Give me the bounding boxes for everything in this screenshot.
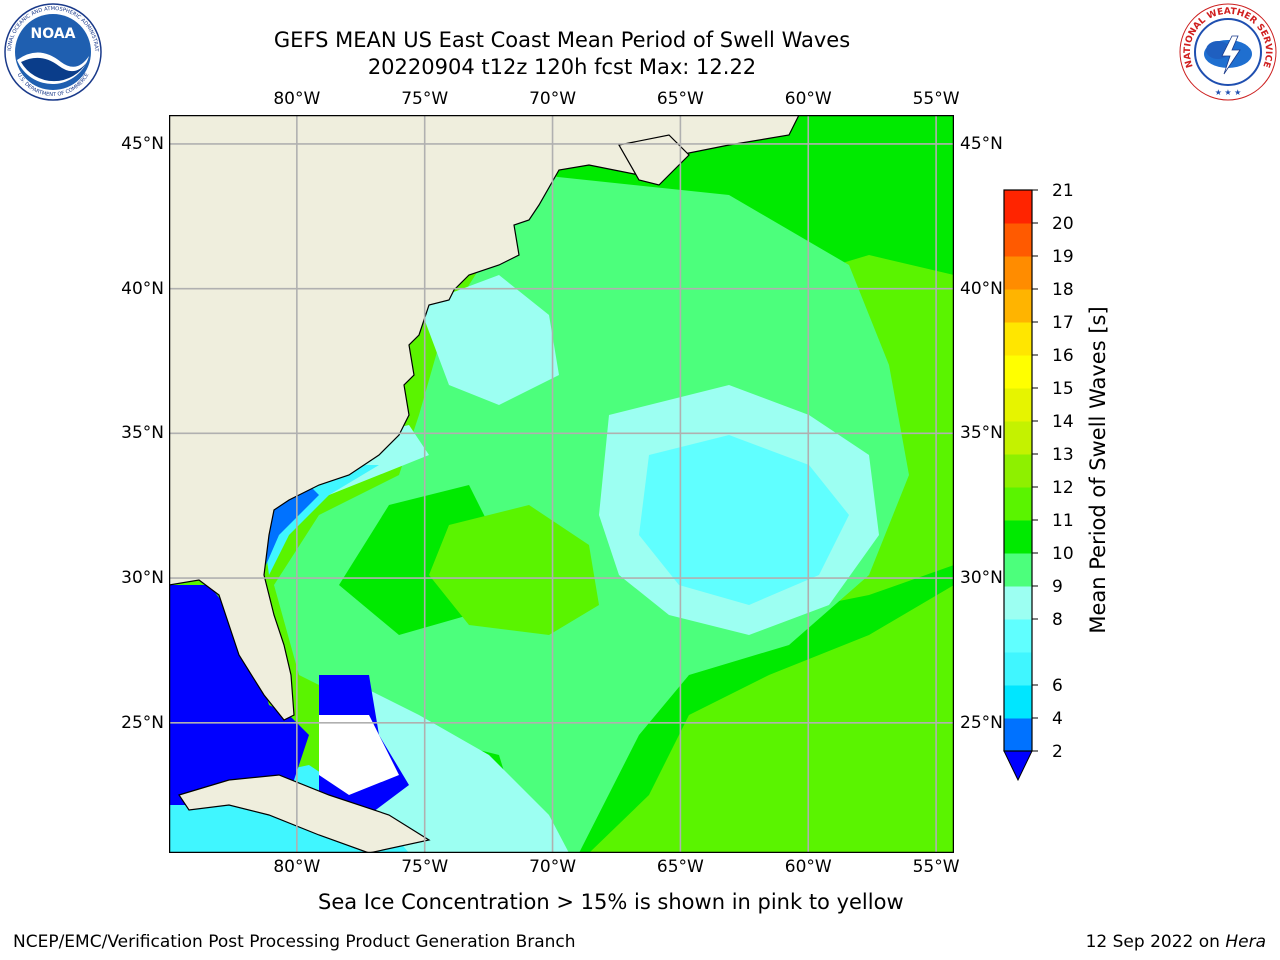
longitude-label: 60°W <box>784 857 832 877</box>
nws-logo: NATIONAL WEATHER SERVICE ★ ★ ★ <box>1179 3 1277 101</box>
field-gulf-low <box>169 585 309 805</box>
colorbar-tick-label: 10 <box>1052 544 1074 564</box>
field-period-9-caribbean <box>319 675 569 853</box>
colorbar-bin <box>1004 355 1032 389</box>
longitude-label: 75°W <box>401 89 449 109</box>
landmass <box>169 115 800 853</box>
map-frame <box>169 115 954 853</box>
colorbar-bin <box>1004 685 1032 719</box>
latitude-label: 45°N <box>960 133 1003 154</box>
colorbar-tick-label: 9 <box>1052 577 1063 597</box>
host-name: Hera <box>1225 932 1266 952</box>
noaa-logo: NOAA NATIONAL OCEANIC AND ATMOSPHERIC AD… <box>3 2 102 101</box>
field-period-8 <box>639 435 849 605</box>
colorbar-tick-label: 17 <box>1052 313 1074 333</box>
colorbar-bin <box>1004 652 1032 686</box>
longitude-label: 55°W <box>912 89 960 109</box>
latitude-label: 25°N <box>121 712 164 733</box>
colorbar-under-arrow <box>1003 750 1033 782</box>
longitude-label: 65°W <box>656 857 704 877</box>
latitude-label: 40°N <box>121 278 164 299</box>
graticule <box>169 115 954 853</box>
colorbar-bin <box>1004 553 1032 587</box>
colorbar-bin <box>1004 388 1032 422</box>
svg-text:★ ★ ★: ★ ★ ★ <box>1215 88 1242 97</box>
colorbar-bin <box>1004 289 1032 323</box>
colorbar-bin <box>1004 256 1032 290</box>
colorbar-bin <box>1004 586 1032 620</box>
field-period-10 <box>274 175 909 853</box>
noaa-logo-text: NOAA <box>31 26 76 42</box>
latitude-label: 30°N <box>960 568 1003 589</box>
colorbar-bin <box>1004 421 1032 455</box>
colorbar-bin <box>1004 190 1032 224</box>
longitude-label: 65°W <box>656 89 704 109</box>
colorbar-bin <box>1004 487 1032 521</box>
map-canvas <box>169 115 954 853</box>
colorbar-tick-label: 8 <box>1052 610 1063 630</box>
latitude-label: 35°N <box>121 423 164 444</box>
colorbar-tick-label: 15 <box>1052 379 1074 399</box>
sea-ice-note: Sea Ice Concentration > 15% is shown in … <box>318 890 904 914</box>
colorbar-tick-label: 12 <box>1052 478 1074 498</box>
colorbar-tick-label: 20 <box>1052 214 1074 234</box>
colorbar-bin <box>1004 520 1032 554</box>
longitude-label: 70°W <box>529 857 577 877</box>
credit-line: NCEP/EMC/Verification Post Processing Pr… <box>13 932 576 952</box>
field-bahamas-land <box>319 715 399 795</box>
colorbar-tick-label: 2 <box>1052 742 1063 762</box>
colorbar-tick-label: 11 <box>1052 511 1074 531</box>
latitude-label: 25°N <box>960 712 1003 733</box>
colorbar-bin <box>1004 718 1032 752</box>
field-period-12-inner <box>429 505 599 635</box>
colorbar-tick-label: 21 <box>1052 181 1074 201</box>
longitude-label: 80°W <box>273 89 321 109</box>
colorbar-bin <box>1004 322 1032 356</box>
latitude-label: 45°N <box>121 133 164 154</box>
latitude-label: 30°N <box>121 568 164 589</box>
colorbar-tick-label: 13 <box>1052 445 1074 465</box>
longitude-label: 75°W <box>401 857 449 877</box>
colorbar-bin <box>1004 223 1032 257</box>
colorbar: 2 4 6 8 9 10 11 12 13 14 15 16 17 18 19 20 21 <box>1003 181 1074 782</box>
colorbar-tick-label: 14 <box>1052 412 1074 432</box>
field-period-9-coast <box>419 275 559 405</box>
longitude-label: 60°W <box>784 89 832 109</box>
longitude-label: 55°W <box>912 857 960 877</box>
chart-title: GEFS MEAN US East Coast Mean Period of S… <box>273 28 851 52</box>
colorbar-tick-label: 6 <box>1052 676 1063 696</box>
land-cuba <box>178 774 431 853</box>
colorbar-bin <box>1004 619 1032 653</box>
longitude-label: 80°W <box>273 857 321 877</box>
colorbar-tick-label: 19 <box>1052 247 1074 267</box>
latitude-label: 40°N <box>960 278 1003 299</box>
latitude-label: 35°N <box>960 423 1003 444</box>
land-nova-scotia <box>618 134 690 186</box>
colorbar-outline <box>1003 189 1033 752</box>
date-text: 12 Sep 2022 on <box>1085 932 1226 952</box>
date-line: 12 Sep 2022 on Hera <box>1086 932 1266 952</box>
colorbar-tick-label: 16 <box>1052 346 1074 366</box>
colorbar-tick-label: 18 <box>1052 280 1074 300</box>
colorbar-tick-label: 4 <box>1052 709 1063 729</box>
colorbar-bin <box>1004 454 1032 488</box>
colorbar-label: Mean Period of Swell Waves [s] <box>1086 306 1110 634</box>
chart-subtitle: 20220904 t12z 120h fcst Max: 12.22 <box>367 55 757 79</box>
longitude-label: 70°W <box>529 89 577 109</box>
